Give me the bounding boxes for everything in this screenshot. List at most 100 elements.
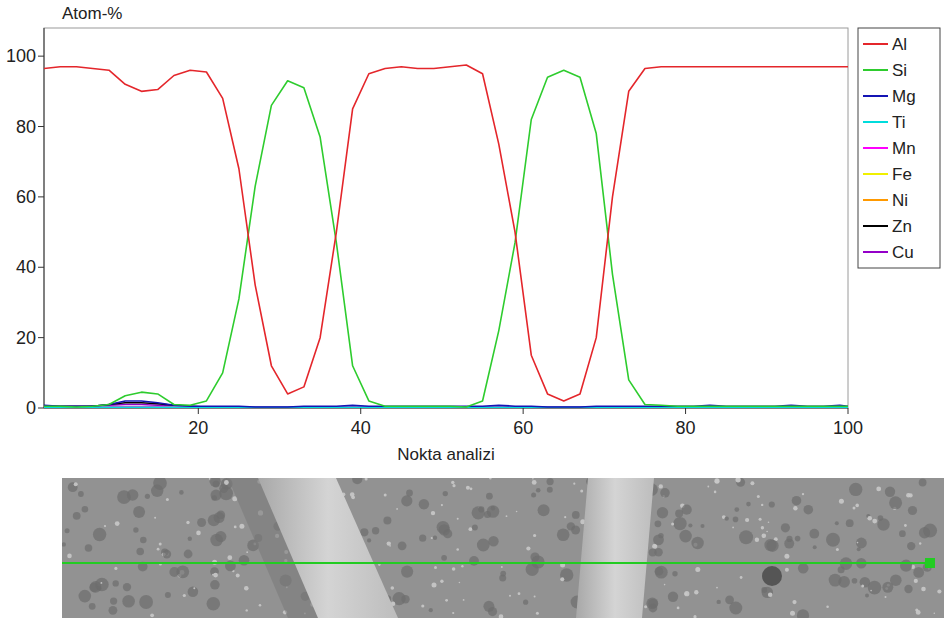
sem-texture [790,611,795,616]
sem-texture [179,490,184,495]
sem-texture [684,591,689,596]
sem-texture [755,538,759,542]
sem-texture [672,571,677,576]
sem-texture [429,608,433,612]
sem-texture [644,605,647,608]
sem-texture [401,495,412,506]
sem-texture [472,506,485,519]
sem-texture [104,525,106,527]
sem-texture [766,531,768,533]
sem-texture [122,595,135,608]
sem-texture [768,522,770,524]
sem-texture [452,612,454,614]
sem-texture [97,586,101,590]
sem-texture [659,484,663,488]
sem-texture [246,609,248,611]
x-axis-line [44,408,848,409]
sem-texture [785,568,789,572]
sem-texture [489,478,491,479]
sem-texture [466,486,470,490]
legend-swatch [863,199,888,201]
sem-texture [889,496,902,509]
sem-texture [560,568,573,581]
sem-texture [501,566,503,568]
sem-texture [234,526,237,529]
sem-texture [798,563,809,574]
sem-texture [139,595,153,609]
legend-swatch [863,43,888,45]
sem-texture [68,482,78,492]
sem-texture [852,578,858,584]
sem-texture [900,560,912,572]
sem-texture [440,580,443,583]
sem-texture [761,504,763,506]
sem-texture [89,583,98,592]
legend-label: Fe [892,165,912,184]
sem-texture [921,587,926,592]
sem-texture [835,521,839,525]
sem-texture [406,490,413,497]
sem-texture [572,511,580,519]
sem-texture [431,511,435,515]
sem-texture [452,567,456,571]
legend-label: Ni [892,191,908,210]
sem-band [576,478,654,618]
sem-texture [829,574,842,587]
y-tick-label: 40 [16,257,36,277]
sem-texture [914,579,918,583]
sem-texture [904,585,912,593]
sem-texture [679,530,692,543]
sem-texture [682,505,692,515]
x-tick [523,408,524,414]
sem-texture [488,536,498,546]
sem-texture [469,556,479,566]
sem-texture [372,527,379,534]
sem-texture [826,605,829,608]
sem-texture [657,507,668,518]
sem-texture [79,590,92,603]
sem-texture [516,511,518,513]
sem-texture [457,518,459,520]
sem-texture [391,586,395,590]
sem-texture [857,547,861,551]
sem-texture [919,479,927,487]
sem-texture [759,518,762,521]
sem-texture [885,487,895,497]
sem-texture [673,517,686,530]
sem-texture [472,525,478,531]
series-line [44,65,848,401]
sem-texture [870,590,872,592]
sem-texture [853,507,856,510]
legend-box [858,28,940,268]
sem-texture [477,539,490,552]
sem-texture [648,599,658,609]
sem-texture [707,486,709,488]
x-tick-label: 80 [676,418,696,438]
sem-texture [907,542,915,550]
y-tick-label: 20 [16,328,36,348]
y-tick [38,56,44,57]
sem-texture [781,523,790,532]
sem-texture [532,480,537,485]
sem-texture [518,592,521,595]
sem-texture [441,504,443,506]
legend-swatch [863,147,888,149]
y-tick [38,267,44,268]
sem-texture [531,493,536,498]
y-tick-label: 60 [16,187,36,207]
sem-texture [401,595,409,603]
sem-texture [885,596,887,598]
sem-texture [908,506,917,515]
sem-texture [212,495,217,500]
sem-texture [452,484,455,487]
sem-texture [861,584,864,587]
legend-label: Si [892,61,907,80]
x-tick [848,408,849,414]
sem-texture [836,548,839,551]
sem-texture [383,517,391,525]
x-tick-label: 40 [351,418,371,438]
sem-texture [855,504,859,508]
sem-texture [757,495,760,498]
legend-label: Cu [892,243,914,262]
sem-background [62,478,944,618]
